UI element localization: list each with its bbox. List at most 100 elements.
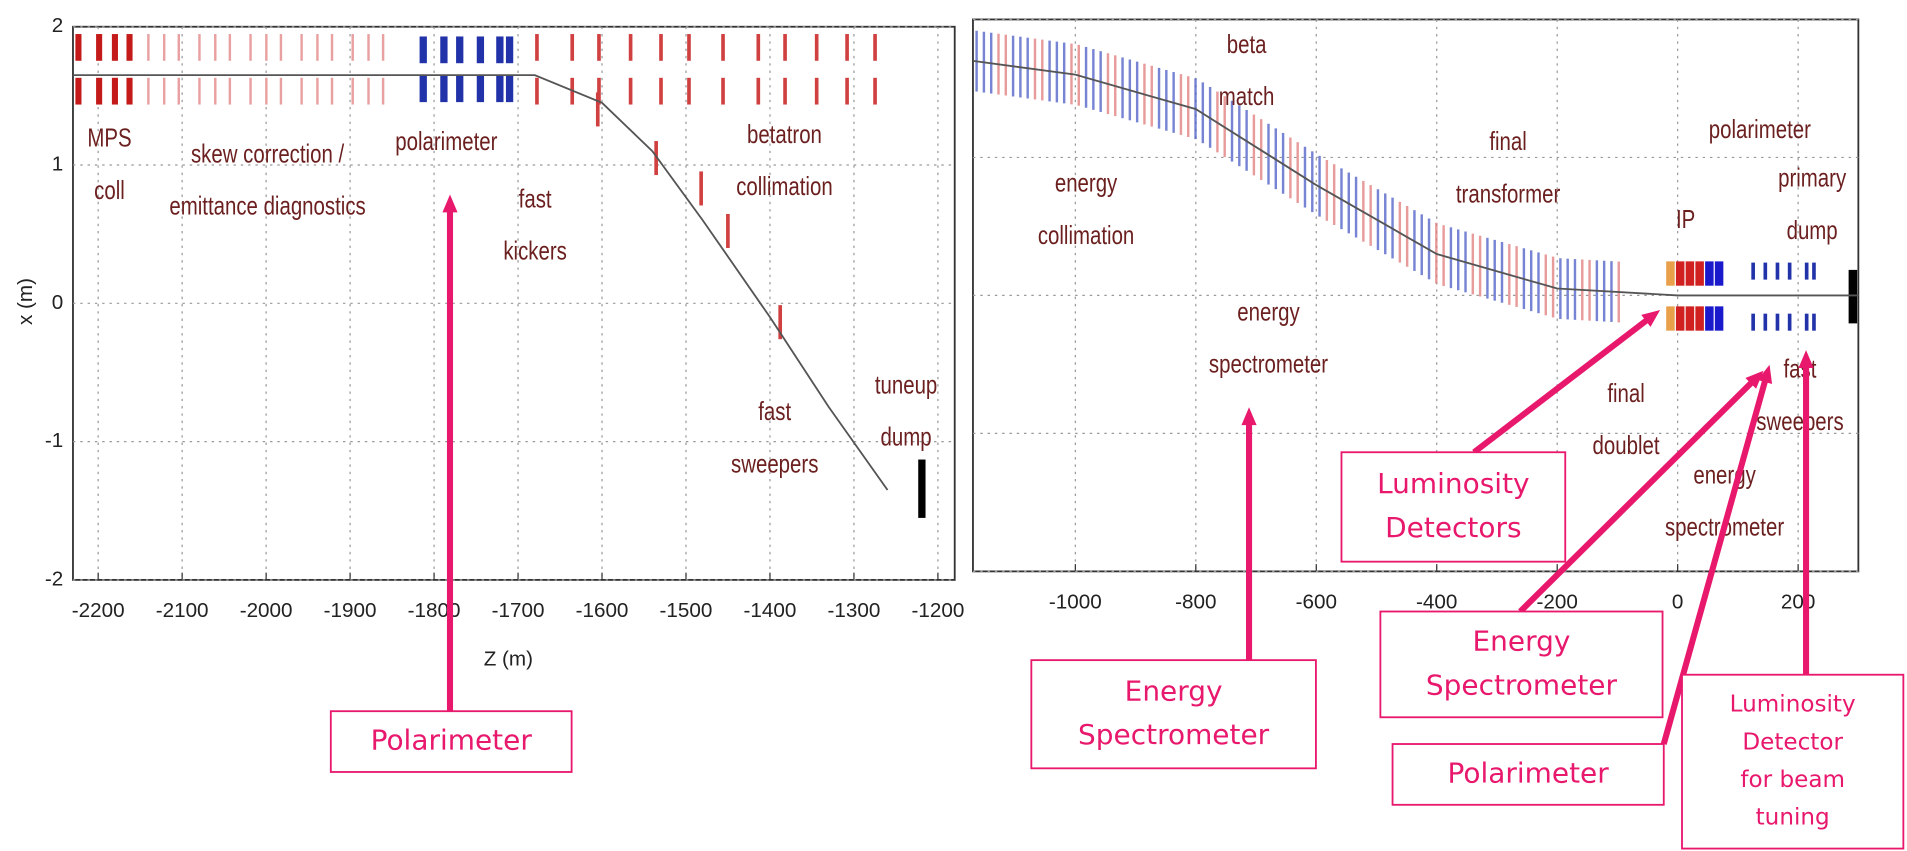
magnet [316,77,319,105]
callout-text: Luminosity [1377,467,1529,500]
magnet [595,92,600,127]
magnet [419,36,427,64]
magnet [687,34,691,61]
x-tick-label: -1300 [828,599,881,622]
x-tick-label: -800 [1175,590,1216,613]
magnet [1705,261,1714,286]
callout-text: Luminosity [1730,692,1856,718]
annotation: kickers [503,236,567,265]
magnet [628,77,633,105]
magnet [496,75,504,103]
magnet [1714,306,1724,331]
annotation: MPS [87,123,131,152]
x-tick-label: 200 [1781,590,1815,613]
annotation: match [1219,82,1275,111]
callout-arrow [1518,375,1759,614]
magnet [96,77,103,105]
annotation: IP [1676,205,1695,234]
magnet [1675,306,1685,331]
magnet [699,171,703,206]
magnet [1787,262,1792,280]
x-tick-label: -2000 [240,599,293,622]
magnet [1705,306,1714,331]
magnet [198,77,201,105]
magnet [1812,313,1816,331]
magnet [570,34,575,61]
callout-text: Detectors [1385,511,1521,544]
magnet [628,34,633,61]
magnet [814,34,819,61]
callout-box [1340,451,1567,563]
magnet [1675,261,1685,286]
y-tick-label: 1 [52,152,64,175]
dump [918,459,926,518]
magnet [440,36,448,64]
callout-text: tuning [1756,805,1830,831]
annotation: sweepers [1756,407,1843,436]
magnet [177,77,180,105]
magnet [419,75,427,103]
annotation: fast [758,397,791,426]
magnet [381,34,385,61]
magnet [96,34,103,61]
magnet [783,34,787,61]
magnet [126,77,133,105]
beam-line [972,59,1859,297]
callout-text: Energy [1473,625,1571,658]
annotation: collimation [1038,221,1134,250]
annotation: emittance diagnostics [169,191,365,220]
magnet [505,36,514,64]
magnet [535,34,539,61]
magnet [249,77,252,105]
x-tick-label: -1000 [1049,590,1102,613]
annotation: doublet [1593,431,1661,460]
x-tick-label: -1500 [660,599,713,622]
magnet [659,77,663,105]
callout-arrowhead [442,194,458,213]
magnet [456,75,464,103]
magnet [1763,313,1768,331]
magnet [1695,306,1704,331]
x-tick-label: -2100 [156,599,209,622]
annotation: energy [1237,297,1300,326]
x-axis-label: Z (m) [484,648,533,671]
callout-box [1681,673,1905,850]
magnet [476,36,485,64]
magnet [1775,313,1780,331]
x-tick-label: -1700 [492,599,545,622]
magnet [1666,306,1675,331]
magnet [654,141,658,176]
callout-box [1030,659,1317,770]
magnet [111,34,118,61]
x-tick-label: -1200 [911,599,964,622]
magnet [597,77,601,105]
callout-arrowhead [1798,350,1814,369]
magnet [316,34,319,61]
magnet [1763,262,1768,280]
magnet [147,77,150,105]
magnet [367,34,370,61]
magnet [535,77,539,105]
annotation: polarimeter [1709,115,1811,144]
callout-arrowhead [1241,407,1257,426]
annotation: sweepers [731,449,818,478]
annotation: spectrometer [1209,349,1328,378]
magnet [721,77,725,105]
magnet [126,34,133,61]
magnet [597,34,601,61]
callout-text: Energy [1125,674,1223,707]
magnet [249,34,252,61]
magnet [505,75,514,103]
annotation: dump [881,422,932,451]
y-axis-label: x (m) [14,278,37,325]
y-tick-label: 2 [52,14,64,37]
annotation: betatron [747,120,822,149]
magnet [75,34,82,61]
magnet [1804,262,1809,280]
annotation: final [1607,379,1644,408]
callout-arrowhead [1641,310,1661,327]
magnet [721,34,725,61]
magnet [1751,313,1755,331]
